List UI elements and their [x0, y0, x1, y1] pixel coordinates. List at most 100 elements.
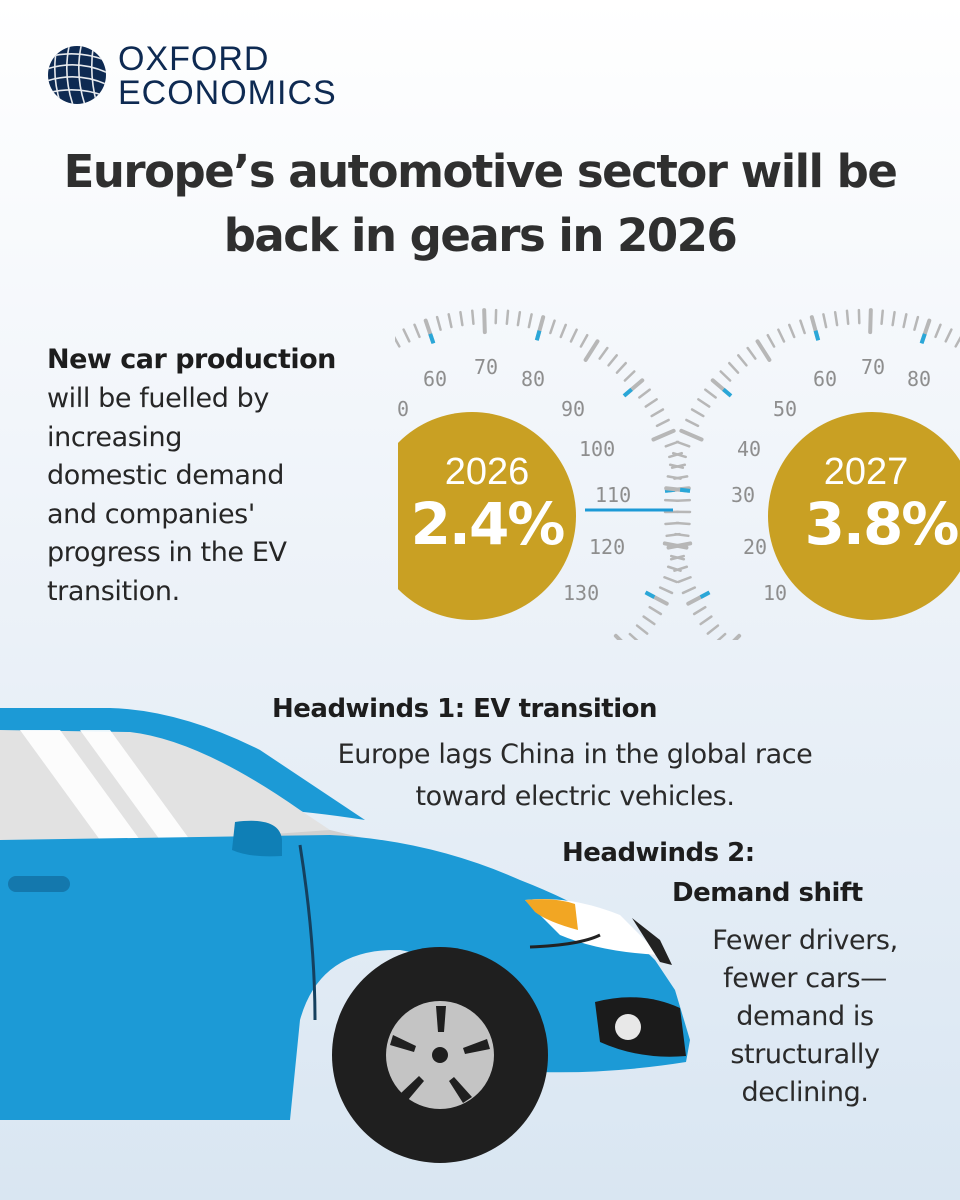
gauge-2-tick [666, 475, 682, 480]
wheel-spokes [390, 1006, 490, 1103]
gauge-1-tick [402, 328, 411, 343]
globe-grid-icon [48, 46, 106, 104]
gauge-2-tick [685, 418, 700, 428]
car-illustration [0, 708, 690, 1163]
gauge-1-tick [516, 310, 522, 327]
intro-block: New car production will be fuelled by in… [47, 340, 387, 611]
intro-line: will be fuelled by [47, 383, 269, 414]
gauge-2-tick [732, 633, 742, 640]
gauge-1-label: 120 [589, 535, 625, 559]
window-reflection [80, 730, 190, 840]
grille-edge [632, 918, 672, 965]
brand-name-line1: OXFORD [118, 40, 270, 78]
gauge-2-tick [706, 624, 720, 635]
gauge-2-tick [719, 370, 732, 382]
gauge-1-label: 0 [397, 397, 409, 421]
door-handle [8, 876, 70, 892]
gauge-2-tick [669, 554, 686, 561]
gauge-2-tick [727, 361, 740, 374]
gauge-1-tick [642, 615, 656, 626]
gauge-2-tick [671, 451, 687, 459]
gauge-1-accent-tick [644, 590, 656, 599]
headwinds-2-line: fewer cars— [723, 963, 887, 994]
gauge-1-tick [663, 576, 678, 584]
fog-light [615, 1014, 641, 1040]
page-title-line2: back in gears in 2026 [223, 209, 738, 262]
headwinds-2-body: Fewer drivers, fewer cars— demand is str… [680, 922, 930, 1112]
gauge-2-label: 30 [731, 483, 755, 507]
brand-name-line2: ECONOMICS [118, 74, 337, 112]
gauge-1-tick [559, 323, 567, 339]
headwinds-2-line: Fewer drivers, [712, 925, 898, 956]
gauge-1-tick [628, 632, 639, 640]
gauge-2-accent-tick [722, 387, 733, 398]
gauge-1-tick [635, 624, 649, 635]
gauge-1-tick [482, 308, 487, 335]
gauge-1-tick [648, 605, 663, 616]
intro-line: domestic demand [47, 460, 285, 491]
gauge-2-badge: 2027 3.8% [768, 412, 960, 620]
gauge-2-year: 2027 [823, 451, 909, 493]
brand-logo: OXFORD ECONOMICS [46, 40, 346, 110]
headlight-amber [525, 899, 578, 930]
gauge-2-tick [944, 328, 953, 343]
gauge-2-tick [777, 328, 786, 343]
gauge-1-value: 2.4% [410, 490, 566, 558]
gauge-2-tick [746, 346, 757, 360]
gauge-1-tick [644, 398, 658, 408]
gauge-2-tick [954, 336, 960, 348]
gauge-1-tick [598, 346, 609, 360]
gauge-1-tick [471, 309, 475, 325]
gauge-2-tick [891, 310, 896, 327]
gauge-1-tick [447, 313, 453, 329]
gauge-2-value: 3.8% [804, 490, 960, 558]
gauge-2-tick [704, 388, 717, 399]
gauge-1-accent-tick [622, 387, 633, 398]
gauge-2-tick [934, 323, 942, 339]
gauge-2-tick [755, 339, 772, 362]
gauge-1-tick [579, 333, 589, 348]
gauge-1-year: 2026 [444, 451, 530, 493]
headwinds-1-line: Europe lags China in the global race [337, 739, 813, 770]
gauge-1-tick [623, 370, 636, 382]
gauge-1-badge-clip: 2026 2.4% [398, 412, 578, 620]
gauge-2-accent-tick [813, 330, 821, 341]
gauge-1-tick [607, 354, 619, 367]
headwinds-2-heading-line1: Headwinds 2: [562, 838, 755, 868]
gauge-1-label: 130 [563, 581, 599, 605]
gauge-2-tick [679, 428, 704, 442]
gauge-2-tick [690, 408, 705, 418]
gauge-2-label: 20 [743, 535, 767, 559]
headwinds-1-heading: Headwinds 1: EV transition [272, 694, 658, 724]
door-seam [298, 844, 317, 1021]
gauge-2-tick [697, 398, 711, 408]
gauge-2-tick [666, 541, 693, 550]
gauge-2-label: 60 [813, 367, 837, 391]
gauge-2-tick [673, 565, 689, 572]
gauge-2-tick [699, 615, 713, 626]
headwinds-2-line: demand is [736, 1001, 874, 1032]
gauge-2-tick [736, 354, 748, 367]
gauge-2-label: 40 [737, 437, 761, 461]
gauge-1-label: 80 [521, 367, 545, 391]
gauge-1-tick [505, 309, 510, 326]
headwinds-1-body: Europe lags China in the global race tow… [280, 734, 870, 818]
headwinds-1-line: toward electric vehicles. [415, 781, 735, 812]
gauge-2-badge-clip: 2027 3.8% [768, 412, 960, 620]
page-title-line1: Europe’s automotive sector will be [63, 145, 898, 198]
gauge-2-label: 80 [907, 367, 931, 391]
gauge-1-tick [651, 428, 676, 442]
window-reflection [20, 730, 140, 840]
gauge-2-tick [822, 313, 828, 329]
gauge-1-tick [435, 315, 442, 331]
gauge-1-tick [613, 633, 623, 640]
gauge-2-tick [913, 315, 920, 331]
gauge-2-tick [664, 521, 680, 526]
headwinds-2-heading-line2: Demand shift [672, 878, 863, 908]
intro-body: will be fuelled by increasing domestic d… [47, 380, 387, 611]
gauge-2-label: 10 [763, 581, 787, 605]
gauge-1-tick [615, 361, 628, 374]
gauge-1-tick [658, 586, 674, 595]
gauge-2-tick [665, 532, 681, 538]
gauge-1-label: 100 [579, 437, 615, 461]
